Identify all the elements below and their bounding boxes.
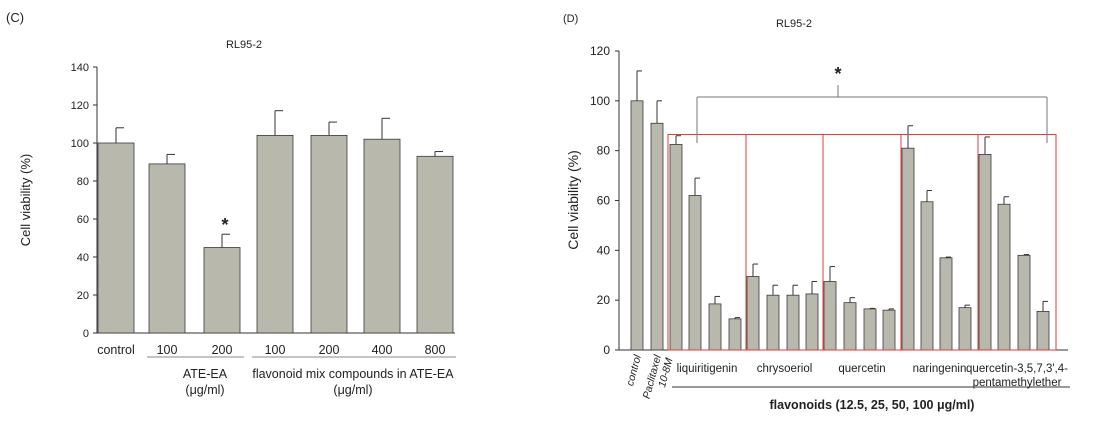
panel-d-group-box bbox=[977, 133, 1057, 351]
panel-d-bar bbox=[630, 100, 644, 351]
panel-d-x-tick-label: control bbox=[624, 353, 644, 387]
panel-c-y-tick-label: 100 bbox=[71, 138, 89, 150]
panel-d-y-tick-label: 40 bbox=[597, 243, 611, 257]
panel-d-bar bbox=[650, 122, 664, 351]
panel-d-group-label: naringenin bbox=[913, 363, 967, 375]
panel-d-bar bbox=[958, 307, 972, 351]
panel-d-group-label: quercetin bbox=[838, 363, 885, 375]
panel-d-bar bbox=[843, 302, 857, 351]
panel-d-y-tick-label: 60 bbox=[597, 194, 611, 208]
panel-d-bar bbox=[669, 144, 683, 351]
panel-d-bar bbox=[746, 276, 760, 351]
panel-c-x-tick-label: control bbox=[97, 343, 135, 357]
panel-c-y-tick-label: 140 bbox=[71, 62, 89, 74]
panel-d-bar bbox=[939, 257, 953, 351]
panel-d-y-tick-label: 20 bbox=[597, 293, 611, 307]
panel-d-bar bbox=[978, 154, 992, 351]
panel-c-bar bbox=[97, 142, 135, 334]
panel-d-bar bbox=[1017, 254, 1031, 351]
panel-d-bar bbox=[786, 294, 800, 351]
panel-c-bar bbox=[148, 163, 186, 334]
panel-d-bar bbox=[1036, 310, 1050, 351]
panel-c-x-tick-label: 100 bbox=[265, 343, 286, 357]
panel-d-x-axis-label: flavonoids (12.5, 25, 50, 100 μg/ml) bbox=[770, 398, 975, 412]
panel-c-group-label: (μg/ml) bbox=[185, 383, 224, 397]
panel-d-bar bbox=[882, 309, 896, 351]
panel-c-y-tick-label: 0 bbox=[83, 328, 89, 340]
panel-c-bar bbox=[256, 134, 294, 334]
panel-d-title: RL95-2 bbox=[776, 18, 812, 30]
panel-c-y-tick-label: 120 bbox=[71, 100, 89, 112]
panel-c-bar bbox=[310, 134, 348, 334]
panel-d-x-tick-label: Paclitaxel10-8M bbox=[641, 353, 676, 403]
panel-c-y-tick-label: 60 bbox=[77, 214, 89, 226]
panel-d-label: (D) bbox=[563, 13, 578, 25]
panel-d-y-tick-label: 100 bbox=[590, 94, 610, 108]
panel-c-title: RL95-2 bbox=[226, 39, 262, 51]
panel-c-x-tick-label: 200 bbox=[319, 343, 340, 357]
panel-c-bar bbox=[203, 247, 241, 334]
panel-d-bar bbox=[708, 303, 722, 351]
panel-d-bar bbox=[997, 203, 1011, 351]
panel-d-plot: 0 20 40 60 80 100 120 liquiritigenin chrysoeriol… bbox=[590, 44, 1070, 403]
panel-c-label: (C) bbox=[6, 10, 24, 25]
panel-c-y-tick-label: 80 bbox=[77, 176, 89, 188]
panel-d-group-label: liquiritigenin bbox=[677, 363, 738, 375]
panel-c-plot: 0 20 40 60 80 100 120 140 control 100 200 100 200 400… bbox=[71, 62, 456, 397]
panel-c-significance-marker: * bbox=[221, 215, 228, 235]
panel-c-y-tick-label: 40 bbox=[77, 252, 89, 264]
panel-d-significance-marker: * bbox=[834, 64, 841, 84]
panel-d-group-label: quercetin-3,5,7,3',4-pentamethylether bbox=[966, 363, 1068, 389]
panel-d-bar bbox=[823, 281, 837, 351]
panel-c-group-label: flavonoid mix compounds in ATE-EA bbox=[252, 367, 454, 381]
panel-d-bar bbox=[766, 294, 780, 351]
panel-d-y-tick-label: 120 bbox=[590, 44, 610, 58]
panel-d-y-axis-label: Cell viability (%) bbox=[565, 150, 581, 250]
panel-d-bar bbox=[688, 195, 702, 351]
panel-c-y-tick-label: 20 bbox=[77, 290, 89, 302]
panel-c-group-label: ATE-EA bbox=[183, 367, 228, 381]
panel-d-bar bbox=[920, 201, 934, 351]
panel-c-x-tick-label: 400 bbox=[372, 343, 393, 357]
panel-c-bar bbox=[363, 138, 401, 334]
panel-d-y-tick-label: 80 bbox=[597, 144, 611, 158]
panel-d-bar bbox=[863, 308, 877, 351]
panel-d-bar bbox=[805, 293, 819, 351]
panel-d-group-label: chrysoeriol bbox=[757, 363, 813, 375]
panel-c-x-tick-label: 200 bbox=[212, 343, 233, 357]
panel-c-group-label: (μg/ml) bbox=[333, 383, 372, 397]
panel-c-x-tick-label: 100 bbox=[157, 343, 178, 357]
panel-d-y-tick-label: 0 bbox=[603, 343, 610, 357]
panel-c-y-axis-label: Cell viability (%) bbox=[18, 154, 33, 246]
panel-c-x-tick-label: 800 bbox=[425, 343, 446, 357]
panel-c-bar bbox=[416, 155, 454, 334]
panel-d-bar bbox=[728, 318, 742, 351]
panel-d-bar bbox=[901, 147, 915, 351]
